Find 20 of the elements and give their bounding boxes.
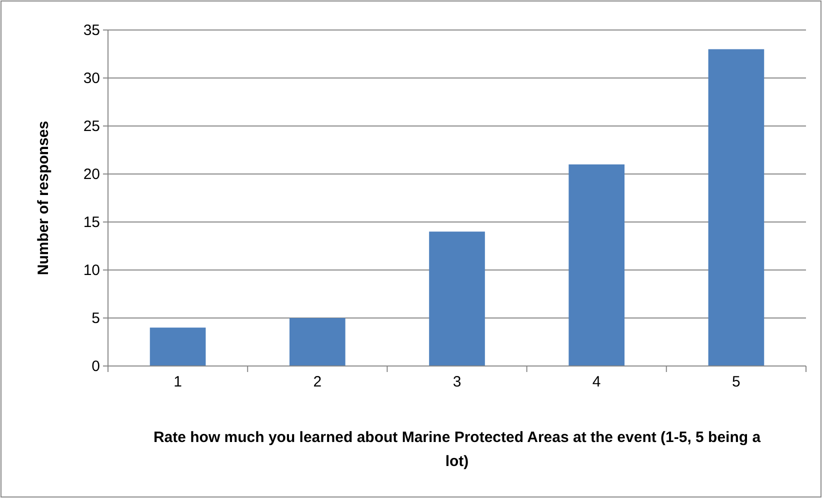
x-axis-title: Rate how much you learned about Marine Protected Areas at the event (1-5, 5 being a lot)	[153, 429, 762, 470]
bar	[568, 164, 625, 366]
x-tick-label: 5	[732, 374, 740, 391]
y-tick-label: 20	[83, 166, 100, 183]
y-tick-label: 10	[83, 262, 100, 279]
y-tick-label: 35	[83, 22, 100, 39]
x-tick-label: 4	[592, 374, 601, 391]
y-tick-label: 25	[83, 118, 100, 135]
x-tick-label: 3	[452, 374, 462, 391]
y-tick-label: 30	[83, 70, 100, 87]
bar	[289, 318, 346, 366]
x-tick-label: 1	[174, 374, 182, 391]
bar	[429, 232, 485, 366]
y-tick-label: 15	[83, 214, 100, 231]
y-tick-label: 5	[92, 310, 100, 327]
y-tick-label: 0	[92, 358, 100, 375]
bar	[150, 328, 206, 366]
x-tick-label: 2	[313, 374, 322, 391]
y-axis-title: Number of responses	[35, 120, 52, 276]
bar	[708, 49, 764, 366]
